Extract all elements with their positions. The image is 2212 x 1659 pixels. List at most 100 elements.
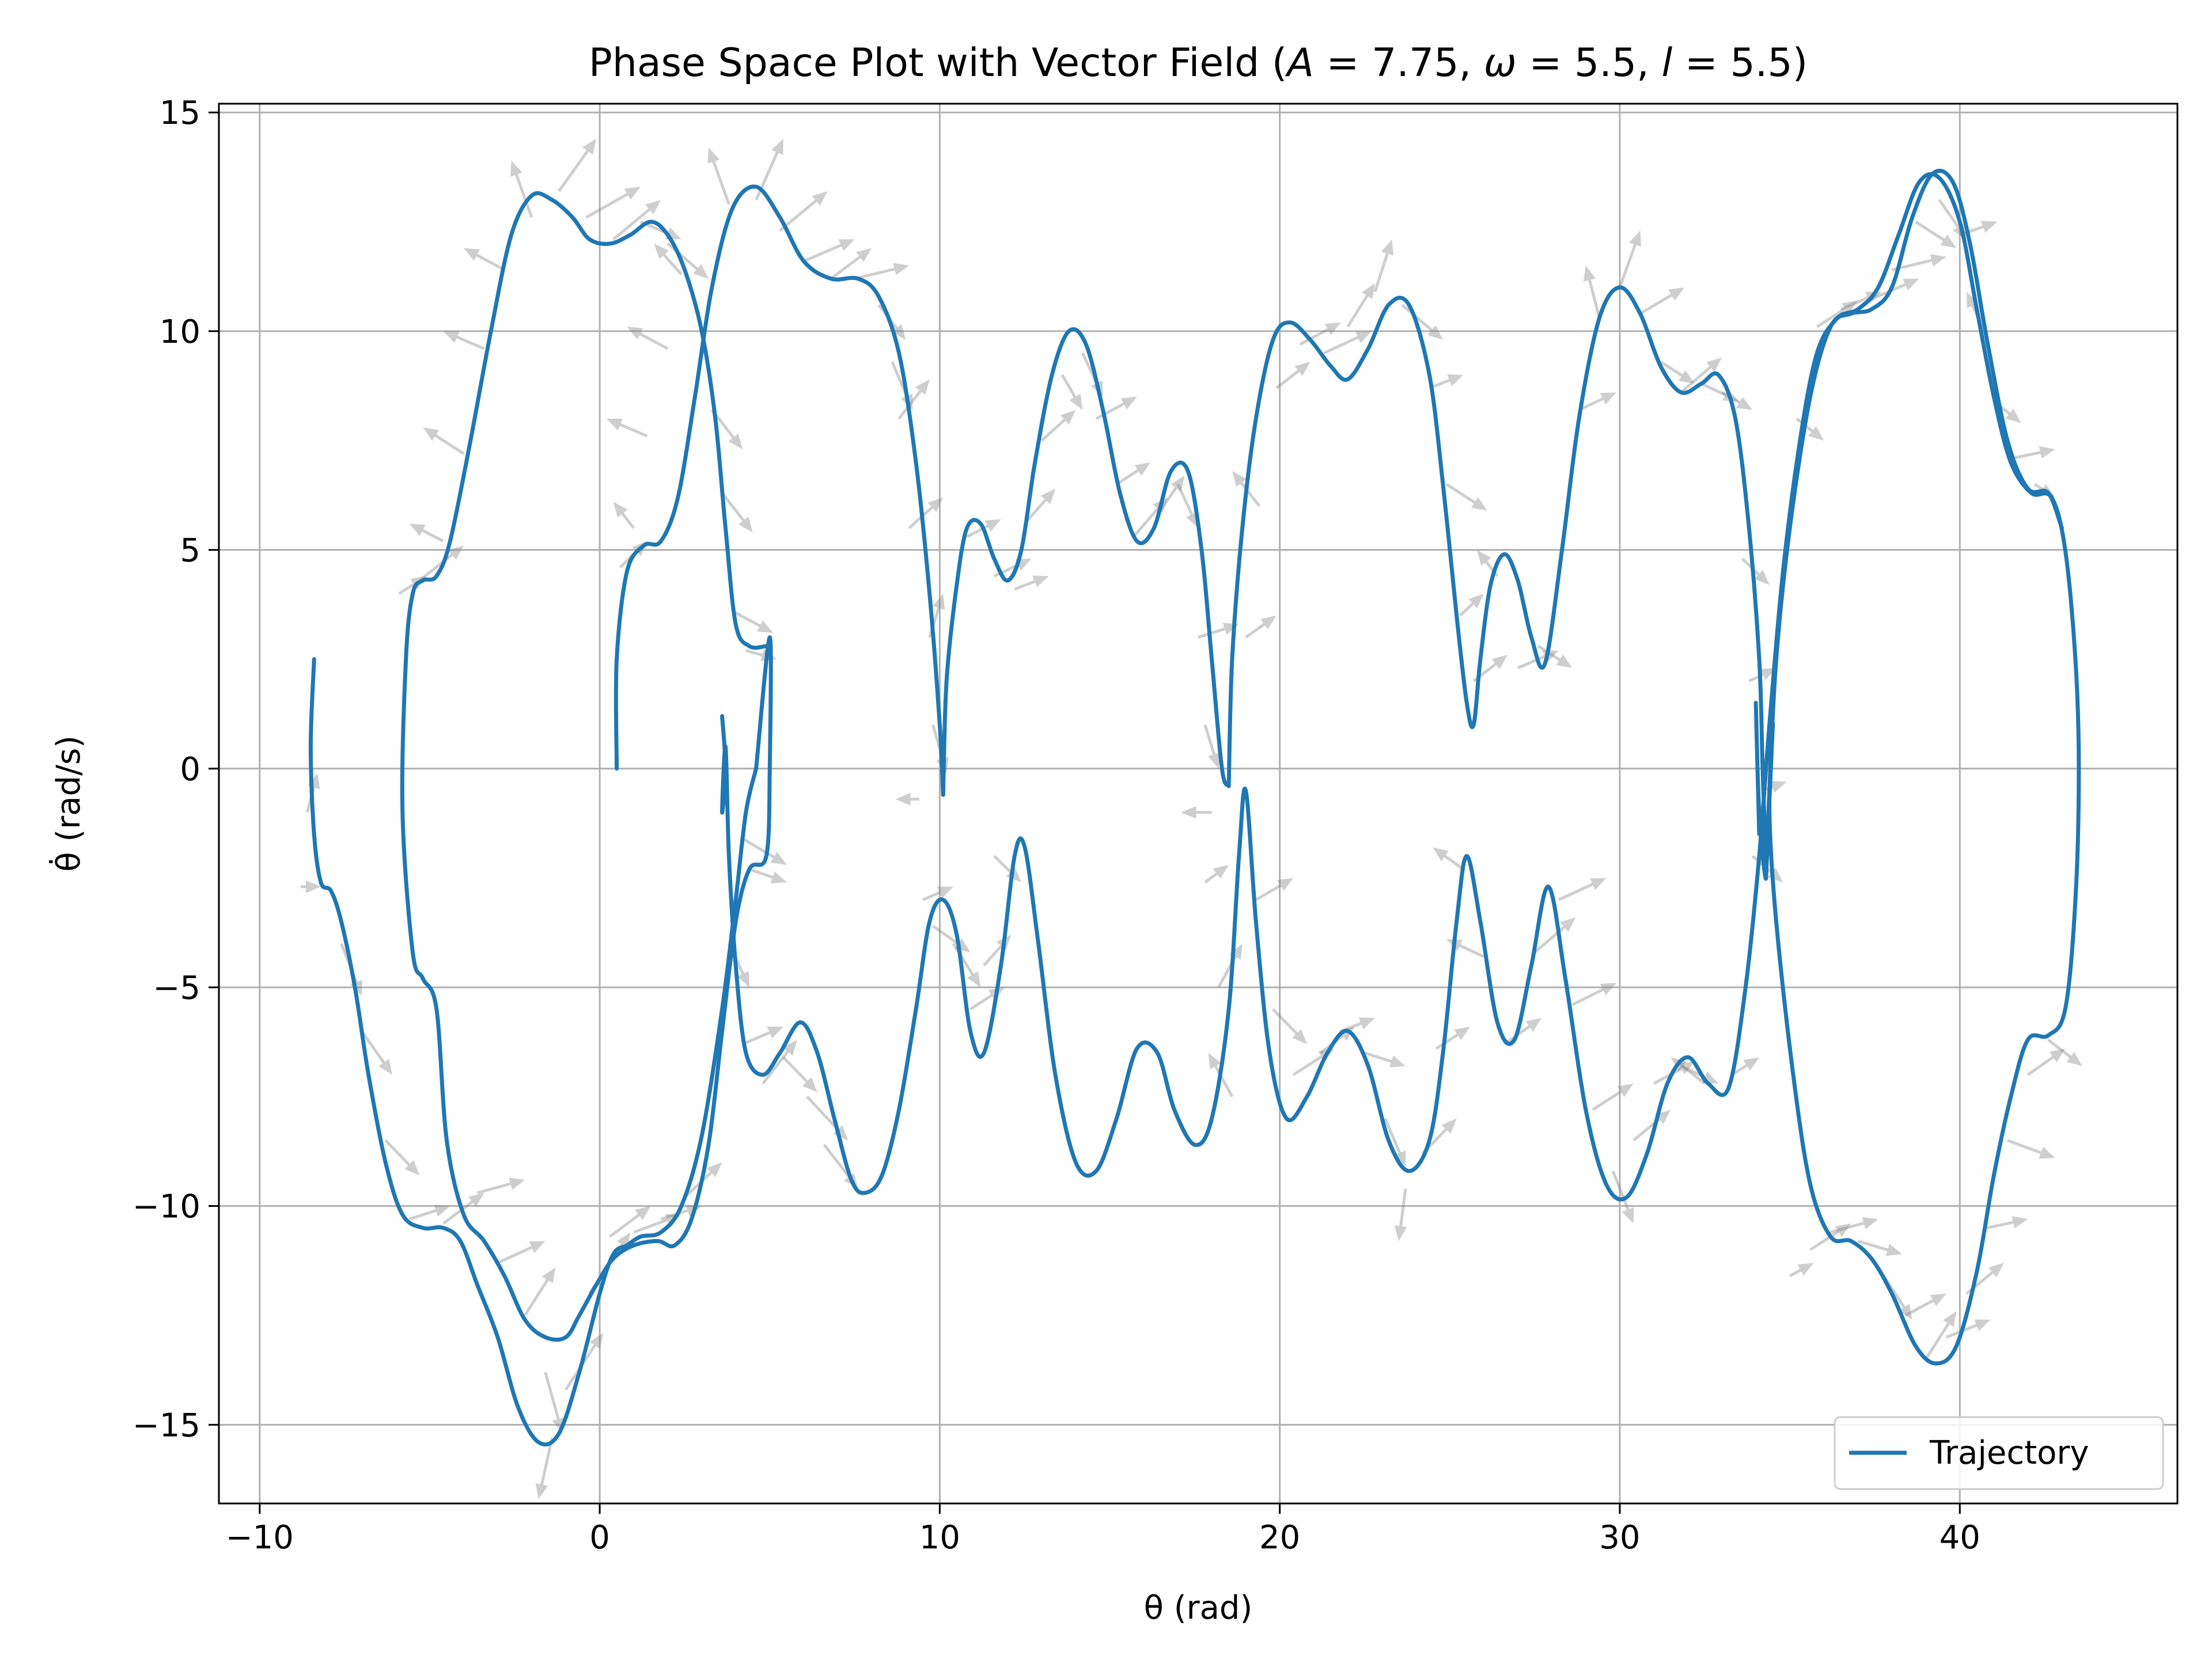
title-text: Phase Space Plot with Vector Field ( bbox=[589, 40, 1287, 86]
arrow-head bbox=[582, 138, 597, 155]
arrow-head bbox=[1477, 550, 1491, 566]
arrow-head bbox=[635, 1206, 651, 1221]
title-symbol: l bbox=[1661, 40, 1672, 86]
vector-arrow bbox=[1255, 878, 1294, 902]
arrow-shaft bbox=[1586, 274, 1601, 319]
arrow-head bbox=[404, 1160, 420, 1176]
arrow-shaft bbox=[969, 991, 998, 1011]
arrow-shaft bbox=[1024, 494, 1051, 525]
arrow-shaft bbox=[779, 195, 822, 232]
vector-arrow bbox=[613, 502, 635, 529]
arrow-head bbox=[1208, 1052, 1221, 1069]
vector-arrow bbox=[558, 138, 597, 192]
arrow-shaft bbox=[633, 1216, 673, 1234]
vector-arrow bbox=[1095, 396, 1137, 420]
arrow-head bbox=[1361, 283, 1375, 300]
arrow-head bbox=[654, 244, 669, 259]
arrow-shaft bbox=[609, 1210, 645, 1238]
arrow-head bbox=[782, 1040, 797, 1056]
arrow-shaft bbox=[854, 266, 901, 281]
arrow-head bbox=[1754, 570, 1770, 585]
arrow-head bbox=[1394, 1225, 1407, 1241]
vector-arrow bbox=[1459, 593, 1484, 617]
arrow-head bbox=[535, 1483, 548, 1499]
arrow-shaft bbox=[497, 1243, 538, 1264]
arrow-shaft bbox=[1453, 941, 1484, 959]
arrow-shaft bbox=[1592, 1087, 1627, 1111]
arrow-head bbox=[1930, 1293, 1946, 1306]
title-symbol: A bbox=[1285, 40, 1314, 86]
arrow-head bbox=[891, 324, 906, 340]
arrow-shaft bbox=[614, 421, 648, 438]
vector-arrow bbox=[1014, 575, 1049, 591]
x-axis-ticks: −10 0 10 20 30 40 bbox=[226, 1503, 1980, 1556]
arrow-head bbox=[1600, 392, 1617, 405]
arrow-shaft bbox=[1211, 1060, 1234, 1097]
arrow-head bbox=[1943, 1310, 1957, 1327]
arrow-shaft bbox=[762, 1046, 793, 1085]
vector-arrow bbox=[1115, 462, 1151, 486]
arrow-shaft bbox=[360, 1030, 389, 1069]
arrow-head bbox=[542, 1267, 556, 1283]
y-tick-label: 10 bbox=[160, 313, 200, 351]
arrow-head bbox=[1069, 393, 1083, 410]
vector-arrow bbox=[612, 200, 661, 241]
trajectory-line-2 bbox=[613, 184, 945, 797]
arrow-shaft bbox=[1439, 851, 1464, 870]
title-text: = 5.5 bbox=[1672, 40, 1792, 86]
y-tick-label: −10 bbox=[132, 1188, 200, 1226]
arrow-head bbox=[509, 1177, 525, 1190]
vector-arrow bbox=[1533, 917, 1576, 954]
arrow-shaft bbox=[1677, 1061, 1706, 1085]
arrow-shaft bbox=[1176, 483, 1196, 521]
arrow-shaft bbox=[1198, 626, 1231, 639]
vector-arrow bbox=[585, 187, 641, 219]
arrow-shaft bbox=[442, 1197, 478, 1225]
arrow-shaft bbox=[745, 649, 768, 658]
vector-arrow bbox=[1680, 357, 1722, 394]
arrow-shaft bbox=[2027, 1052, 2059, 1076]
arrow-shaft bbox=[749, 868, 779, 881]
vector-arrow bbox=[2047, 1039, 2082, 1066]
arrow-head bbox=[1974, 1319, 1991, 1331]
x-tick-label: 0 bbox=[589, 1519, 610, 1556]
arrow-shaft bbox=[1346, 290, 1372, 328]
arrow-shaft bbox=[1578, 395, 1609, 411]
arrow-shaft bbox=[1537, 645, 1566, 665]
vector-arrow bbox=[535, 1437, 554, 1499]
arrow-head bbox=[1797, 1263, 1814, 1276]
arrow-head bbox=[770, 871, 787, 884]
y-axis-label: θ̇ (rad/s) bbox=[49, 736, 88, 872]
arrow-head bbox=[2039, 446, 2055, 459]
arrow-shaft bbox=[1986, 1219, 2020, 1230]
arrow-head bbox=[967, 971, 981, 987]
vector-arrow bbox=[1203, 724, 1221, 769]
arrow-shaft bbox=[634, 329, 669, 350]
arrow-shaft bbox=[1915, 220, 1950, 245]
arrow-head bbox=[1988, 1263, 2004, 1278]
arrow-head bbox=[737, 971, 749, 987]
arrow-shaft bbox=[1299, 325, 1334, 346]
arrow-head bbox=[771, 138, 783, 155]
vector-arrow bbox=[409, 524, 444, 543]
arrow-head bbox=[1447, 374, 1464, 387]
arrow-head bbox=[1629, 230, 1641, 247]
arrow-shaft bbox=[1245, 619, 1270, 639]
arrow-head bbox=[2066, 1052, 2082, 1066]
arrow-shaft bbox=[721, 492, 749, 527]
vector-field bbox=[300, 138, 2082, 1499]
title-text: = 5.5, bbox=[1517, 40, 1662, 86]
vector-arrow bbox=[707, 147, 730, 205]
vector-arrow bbox=[1809, 1224, 1851, 1251]
arrow-shaft bbox=[585, 190, 634, 219]
arrow-shaft bbox=[1435, 1030, 1464, 1050]
trajectory-line-6 bbox=[1764, 169, 2064, 880]
arrow-head bbox=[1171, 475, 1185, 492]
arrow-shaft bbox=[1255, 881, 1287, 902]
arrow-shaft bbox=[1611, 1170, 1632, 1216]
arrow-head bbox=[707, 1162, 722, 1177]
arrow-shaft bbox=[710, 155, 730, 205]
arrow-head bbox=[707, 147, 720, 164]
arrow-head bbox=[1381, 239, 1393, 256]
